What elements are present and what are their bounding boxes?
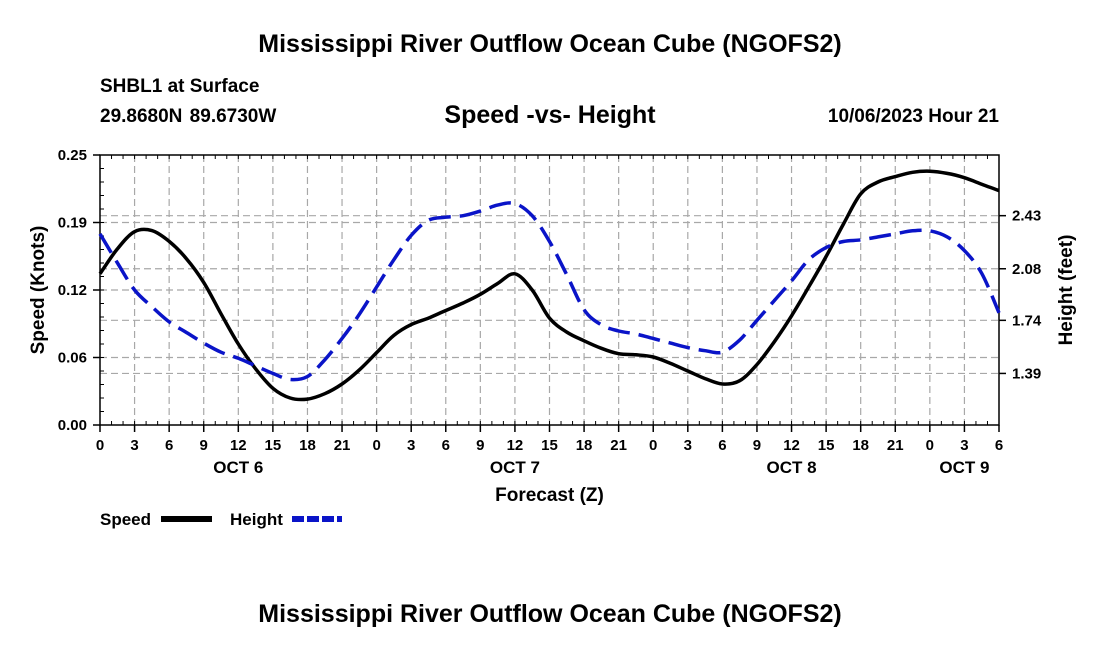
date-label: OCT 9 <box>939 458 989 477</box>
y2-tick-label: 1.74 <box>1012 312 1042 329</box>
x-tick-label: 3 <box>684 437 692 454</box>
y2-axis-title: Height (feet) <box>1056 235 1077 346</box>
y2-tick-label: 2.08 <box>1012 261 1041 278</box>
x-tick-label: 18 <box>852 437 869 454</box>
y-tick-label: 0.00 <box>58 417 87 434</box>
bottom-title: Mississippi River Outflow Ocean Cube (NG… <box>258 600 842 628</box>
x-tick-label: 18 <box>576 437 593 454</box>
page-title: Mississippi River Outflow Ocean Cube (NG… <box>258 30 842 58</box>
x-tick-label: 21 <box>334 437 351 454</box>
y2-tick-label: 1.39 <box>1012 365 1041 382</box>
x-tick-label: 0 <box>649 437 657 454</box>
y-tick-label: 0.06 <box>58 350 87 367</box>
y-axis-title: Speed (Knots) <box>28 226 49 355</box>
x-tick-label: 9 <box>476 437 484 454</box>
x-tick-label: 15 <box>541 437 558 454</box>
x-tick-label: 6 <box>718 437 726 454</box>
date-label: OCT 6 <box>213 458 263 477</box>
x-tick-label: 0 <box>372 437 380 454</box>
x-tick-label: 12 <box>783 437 800 454</box>
x-tick-label: 15 <box>265 437 282 454</box>
legend-label-height: Height <box>230 510 283 529</box>
x-tick-label: 3 <box>407 437 415 454</box>
x-tick-label: 3 <box>960 437 968 454</box>
y2-tick-label: 2.43 <box>1012 208 1041 225</box>
y-tick-label: 0.25 <box>58 147 87 164</box>
date-label: OCT 7 <box>490 458 540 477</box>
coordinates-label: 29.8680N 89.6730W <box>100 106 277 127</box>
x-tick-label: 3 <box>130 437 138 454</box>
x-tick-label: 0 <box>926 437 934 454</box>
y-tick-label: 0.12 <box>58 282 87 299</box>
legend-label-speed: Speed <box>100 510 151 529</box>
x-tick-label: 6 <box>442 437 450 454</box>
y-tick-label: 0.19 <box>58 215 87 232</box>
forecast-timestamp: 10/06/2023 Hour 21 <box>827 106 999 127</box>
x-tick-label: 9 <box>200 437 208 454</box>
x-axis-title: Forecast (Z) <box>495 485 604 506</box>
date-label: OCT 8 <box>767 458 817 477</box>
series-line-height <box>98 201 1001 382</box>
x-tick-label: 6 <box>165 437 173 454</box>
x-tick-label: 18 <box>299 437 316 454</box>
x-tick-label: 9 <box>753 437 761 454</box>
x-tick-label: 12 <box>230 437 247 454</box>
x-tick-label: 12 <box>507 437 524 454</box>
x-tick-label: 21 <box>887 437 904 454</box>
x-tick-label: 21 <box>610 437 627 454</box>
x-tick-label: 15 <box>818 437 835 454</box>
x-tick-label: 0 <box>96 437 104 454</box>
chart-subtitle: Speed -vs- Height <box>444 101 656 129</box>
station-label: SHBL1 at Surface <box>100 76 260 97</box>
x-tick-label: 6 <box>995 437 1003 454</box>
